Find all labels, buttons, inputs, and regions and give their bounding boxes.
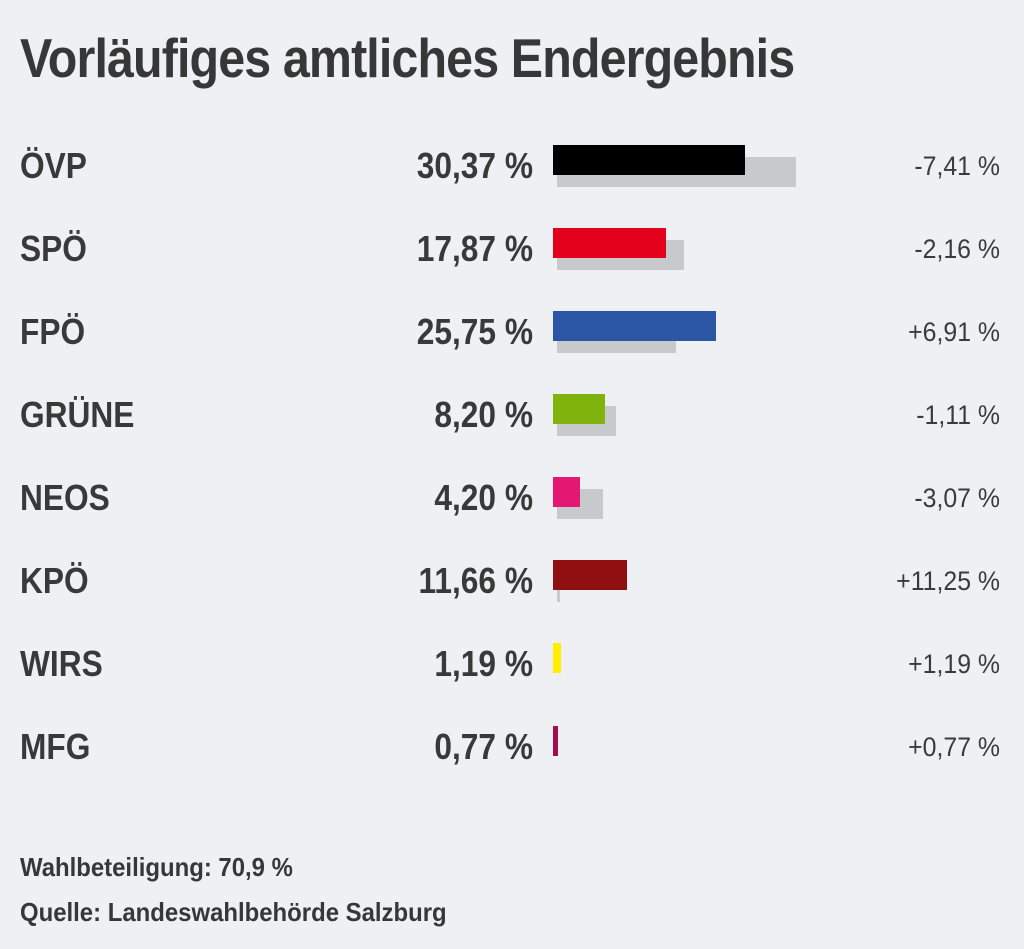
change-value: +1,19 % bbox=[908, 649, 1000, 679]
result-row-kpo: KPÖ 11,66 % +11,25 % bbox=[0, 560, 1024, 643]
result-value: 8,20 % bbox=[434, 394, 533, 435]
result-value: 17,87 % bbox=[416, 228, 533, 269]
result-bar bbox=[553, 643, 561, 673]
result-row-mfg: MFG 0,77 % +0,77 % bbox=[0, 726, 1024, 809]
source-text: Quelle: Landeswahlbehörde Salzburg bbox=[20, 897, 447, 927]
change-value: -2,16 % bbox=[914, 234, 1000, 264]
result-bar bbox=[553, 394, 605, 424]
page-title: Vorläufiges amtliches Endergebnis bbox=[20, 27, 795, 89]
change-value: -7,41 % bbox=[914, 151, 1000, 181]
party-label: NEOS bbox=[20, 477, 110, 518]
result-value: 11,66 % bbox=[418, 560, 533, 601]
result-row-fpo: FPÖ 25,75 % +6,91 % bbox=[0, 311, 1024, 394]
result-value: 0,77 % bbox=[434, 726, 533, 767]
result-value: 30,37 % bbox=[416, 145, 533, 186]
turnout-text: Wahlbeteiligung: 70,9 % bbox=[20, 852, 293, 882]
result-row-neos: NEOS 4,20 % -3,07 % bbox=[0, 477, 1024, 560]
party-label: MFG bbox=[20, 726, 91, 767]
result-bar bbox=[553, 311, 716, 341]
result-bar bbox=[553, 726, 558, 756]
result-row-spo: SPÖ 17,87 % -2,16 % bbox=[0, 228, 1024, 311]
result-value: 4,20 % bbox=[434, 477, 533, 518]
party-label: KPÖ bbox=[20, 560, 89, 601]
footer: Wahlbeteiligung: 70,9 % Quelle: Landeswa… bbox=[20, 845, 447, 935]
party-label: GRÜNE bbox=[20, 394, 135, 435]
result-row-ovp: ÖVP 30,37 % -7,41 % bbox=[0, 145, 1024, 228]
result-value: 25,75 % bbox=[416, 311, 533, 352]
result-bar bbox=[553, 560, 627, 590]
result-bar bbox=[553, 228, 667, 258]
result-bar bbox=[553, 477, 580, 507]
result-row-grune: GRÜNE 8,20 % -1,11 % bbox=[0, 394, 1024, 477]
party-label: SPÖ bbox=[20, 228, 87, 269]
change-value: -1,11 % bbox=[916, 400, 1000, 430]
change-value: -3,07 % bbox=[914, 483, 1000, 513]
party-label: FPÖ bbox=[20, 311, 86, 352]
change-value: +11,25 % bbox=[896, 566, 1000, 596]
results-list: ÖVP 30,37 % -7,41 % SPÖ 17,87 % -2,16 % … bbox=[0, 145, 1024, 809]
party-label: WIRS bbox=[20, 643, 103, 684]
party-label: ÖVP bbox=[20, 145, 87, 186]
change-value: +6,91 % bbox=[908, 317, 1000, 347]
change-value: +0,77 % bbox=[908, 732, 1000, 762]
result-row-wirs: WIRS 1,19 % +1,19 % bbox=[0, 643, 1024, 726]
result-value: 1,19 % bbox=[434, 643, 533, 684]
result-bar bbox=[553, 145, 746, 175]
